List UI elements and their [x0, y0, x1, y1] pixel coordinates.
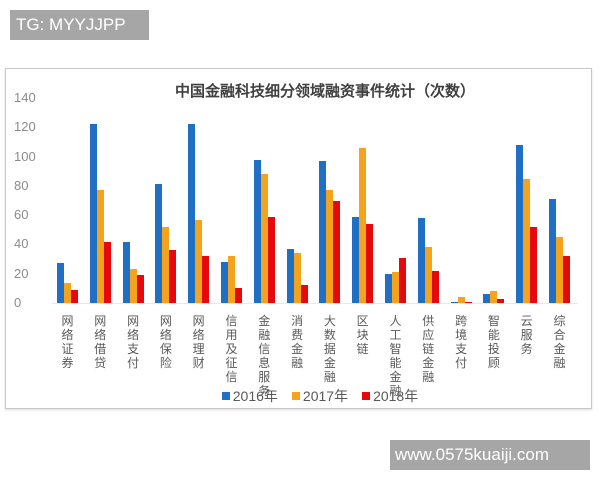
bar	[64, 282, 71, 303]
bar	[71, 289, 78, 303]
bar	[563, 256, 570, 303]
bar	[417, 218, 425, 303]
bar	[457, 297, 465, 303]
bar	[235, 288, 242, 303]
bar	[267, 216, 275, 303]
bar	[122, 241, 130, 303]
x-category-label: 云服务	[520, 314, 533, 356]
watermark-top: TG: MYYJJPP	[10, 10, 149, 40]
bar	[169, 250, 177, 303]
bar	[188, 124, 196, 303]
x-category-label: 智能投顾	[487, 314, 500, 370]
legend-swatch-2016	[221, 392, 230, 400]
x-category-label: 信用及征信	[225, 314, 238, 384]
y-tick-label: 40	[14, 236, 29, 252]
bar	[293, 253, 301, 303]
x-category-label: 网络理财	[192, 314, 205, 370]
bar	[103, 241, 111, 303]
bar	[392, 272, 399, 303]
x-axis-line	[52, 303, 578, 304]
legend-item-2018: 2018年	[362, 386, 418, 406]
bar	[57, 263, 64, 303]
x-category-label: 供应链金融	[422, 314, 435, 384]
x-category-label: 大数据金融	[323, 314, 336, 384]
legend-item-2017: 2017年	[291, 386, 349, 406]
y-tick-label: 120	[14, 119, 36, 135]
bar	[530, 226, 538, 303]
bar	[399, 257, 406, 303]
bar	[286, 248, 294, 303]
bar	[359, 147, 367, 303]
bar	[424, 247, 432, 303]
legend-item-2016: 2016年	[221, 386, 278, 406]
bar	[253, 159, 261, 303]
x-category-label: 金融信息服务	[258, 314, 271, 398]
bar	[260, 174, 268, 303]
x-category-label: 跨境支付	[455, 314, 468, 370]
bar	[195, 219, 203, 303]
y-tick-label: 60	[14, 207, 29, 223]
legend-label: 2017年	[302, 388, 349, 404]
bar	[483, 294, 491, 303]
y-tick-label: 20	[14, 265, 29, 281]
bar	[352, 216, 360, 303]
y-tick-label: 80	[14, 177, 29, 193]
bar	[228, 256, 235, 303]
watermark-bottom: www.0575kuaiji.com	[390, 440, 590, 470]
bar	[89, 124, 97, 303]
bar	[319, 160, 327, 303]
y-tick-label: 0	[14, 295, 22, 310]
bar	[333, 200, 341, 303]
bar	[385, 273, 392, 303]
bar	[136, 275, 144, 303]
bar	[556, 237, 563, 303]
bar	[162, 226, 170, 303]
legend-label: 2018年	[373, 388, 419, 404]
bar	[450, 301, 458, 303]
x-category-label: 网络保险	[159, 314, 172, 370]
bar	[516, 144, 524, 303]
x-category-label: 人工智能金融	[389, 314, 402, 398]
x-category-label: 网络支付	[127, 314, 140, 370]
legend-swatch-2017	[291, 392, 300, 400]
bar	[366, 223, 374, 303]
legend-label: 2016年	[232, 388, 278, 404]
bar	[202, 256, 210, 303]
x-category-label: 网络证券	[61, 314, 74, 370]
y-tick-label: 100	[14, 148, 36, 164]
x-category-label: 区块链	[356, 314, 369, 356]
bar	[155, 184, 163, 303]
bar	[221, 262, 228, 303]
x-category-label: 消费金融	[291, 314, 304, 370]
bar	[431, 270, 439, 303]
bar	[523, 178, 531, 303]
bar	[96, 190, 104, 303]
chart-title: 中国金融科技细分领域融资事件统计（次数）	[174, 82, 475, 100]
legend: 2016年 2017年 2018年	[0, 386, 600, 406]
legend-swatch-2018	[362, 392, 371, 400]
bar	[497, 298, 505, 303]
bar	[490, 291, 498, 303]
x-category-label: 综合金融	[553, 314, 566, 370]
bar	[326, 190, 334, 303]
bar	[549, 199, 556, 303]
bar	[300, 285, 308, 303]
bar	[464, 301, 472, 303]
y-tick-label: 140	[14, 90, 36, 105]
bar	[129, 269, 137, 303]
x-category-label: 网络借贷	[94, 314, 107, 370]
